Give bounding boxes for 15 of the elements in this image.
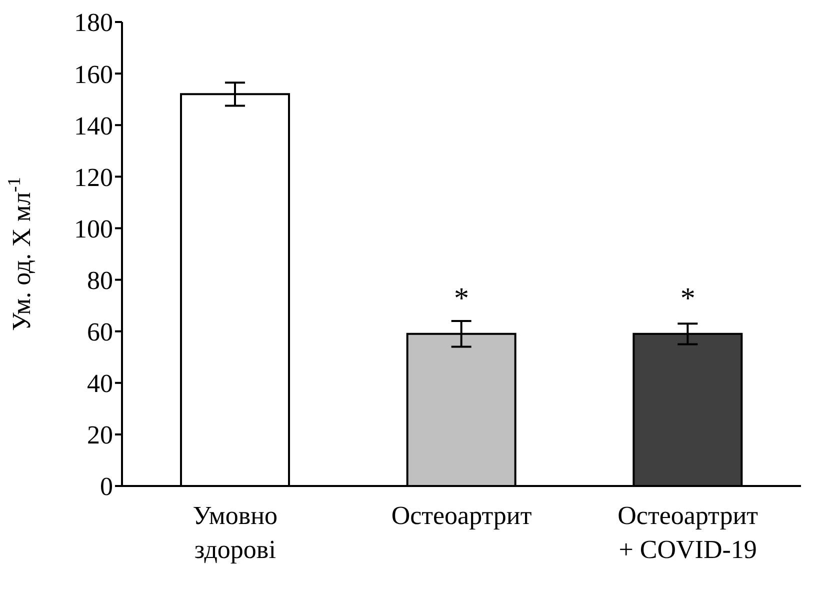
- y-tick-label: 20: [87, 420, 113, 450]
- y-tick-label: 180: [74, 8, 113, 38]
- y-tick-label: 120: [74, 162, 113, 192]
- y-tick-label: 160: [74, 60, 113, 89]
- x-tick-label: Остеоартрит + COVID-19: [618, 501, 758, 564]
- y-tick-label: 40: [87, 369, 113, 398]
- x-tick-label: Умовно здорові: [192, 501, 278, 564]
- annotation: *: [680, 282, 696, 315]
- annotation: *: [454, 282, 469, 315]
- y-tick-label: 80: [87, 266, 113, 296]
- y-tick-label: 60: [87, 318, 113, 347]
- y-tick-label: 0: [100, 472, 113, 502]
- y-tick-label: 140: [74, 111, 113, 140]
- x-tick-label: Остеоартрит: [391, 501, 532, 530]
- y-tick-label: 100: [74, 214, 113, 244]
